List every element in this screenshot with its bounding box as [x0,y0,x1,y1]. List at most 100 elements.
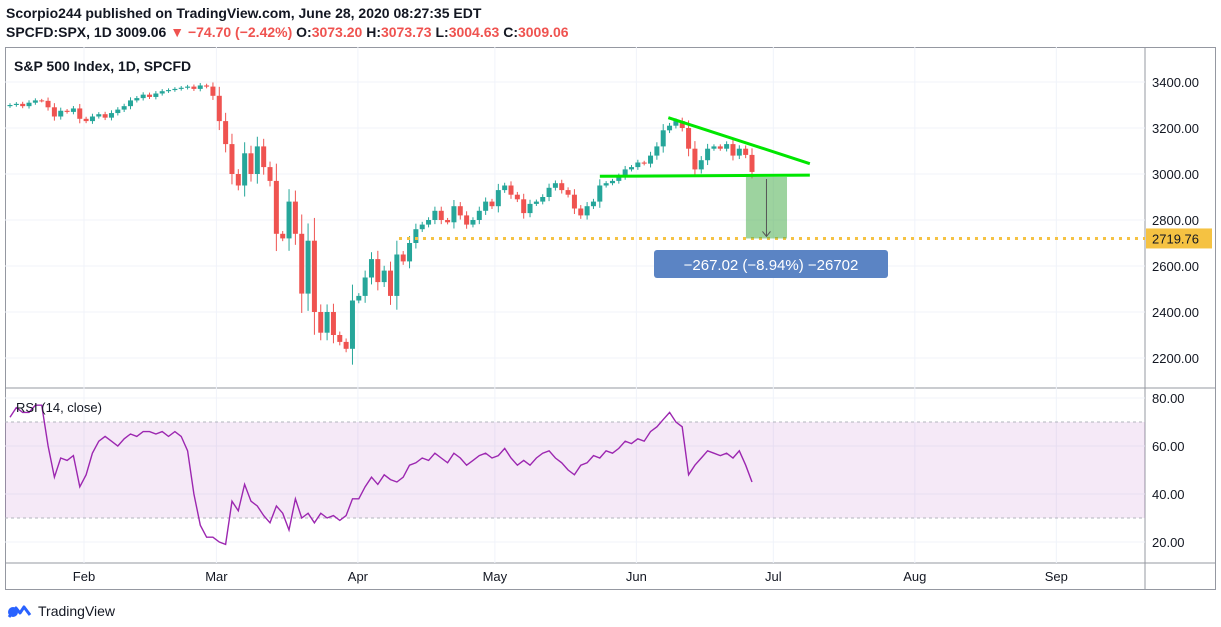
time-tick-label: Mar [205,569,228,584]
price-change: −74.70 (−2.42%) [187,24,293,40]
candle [711,144,717,151]
rsi-line [9,404,753,546]
candle [267,161,273,187]
candle-body [13,103,19,105]
candle-body [102,114,108,118]
time-tick-label: Aug [903,569,926,584]
candle [571,189,577,215]
candle-body [641,162,647,164]
candle [597,179,603,208]
candle [223,112,229,153]
candle [603,181,609,188]
price-tick-label: 3000.00 [1152,167,1199,182]
candle [32,98,38,105]
candle-body [191,86,197,89]
candle [261,138,267,175]
publisher-line: Scorpio244 published on TradingView.com,… [6,5,482,21]
candle-body [584,206,590,216]
chart-frame[interactable] [5,47,1216,590]
candle [159,89,165,96]
candle [413,223,419,249]
candle-body [489,201,495,207]
candle-body [673,121,679,126]
candle [584,202,590,220]
candle [39,98,45,103]
candle [7,103,13,108]
candle-body [432,210,438,220]
candle [210,82,216,100]
candle-body [311,240,317,312]
candle-body [77,108,83,119]
candle-body [305,240,311,294]
candle-body [96,114,102,117]
candle [464,211,470,229]
symbol-quote-line: SPCFD:SPX, 1D 3009.06 ▼ −74.70 (−2.42%) … [6,24,569,40]
candle [394,240,400,310]
candle-body [527,203,533,214]
candle-body [394,254,400,296]
price-tick-label: 2200.00 [1152,351,1199,366]
candle [698,156,704,174]
candle-body [286,201,292,239]
candle [692,141,698,177]
candle [140,92,146,101]
candle [400,251,406,265]
candle-body [521,199,527,214]
candle-body [299,233,305,294]
candle-body [204,85,210,87]
candle [216,86,222,131]
candle [660,124,666,153]
axis-labels: 3400.00 3200.00 3000.00 2800.00 2600.00 2400.… [73,75,1199,584]
candle-body [39,100,45,102]
time-tick-label: Jun [626,569,647,584]
drawings: −267.02 (−8.94%) −26702 2719.76 [398,116,1212,278]
candle-body [115,109,121,114]
candle [134,96,140,103]
candle-body [185,86,191,88]
ohlc-low: L:3004.63 [435,24,500,40]
candle [578,205,584,219]
candle-body [724,144,730,149]
candle-body [426,220,432,225]
candle-body [629,167,635,170]
candle [356,293,362,304]
candle-body [508,185,514,195]
footer-brand[interactable]: TradingView [6,603,115,619]
candle-body [375,259,381,283]
candle-body [32,100,38,103]
candle [248,145,254,182]
candle-body [692,148,698,170]
rsi-pane-label: RSI (14, close) [16,400,102,415]
candle-body [127,100,133,107]
candle [438,206,444,225]
candle-body [578,208,584,216]
candle-body [609,180,615,184]
candle [153,91,159,100]
candle [299,214,305,313]
measure-arrowhead-icon [762,231,771,238]
candle [546,183,552,202]
candle [229,133,235,185]
candle [166,88,172,93]
time-tick-label: May [483,569,508,584]
candle-body [635,162,641,168]
candle-body [388,270,394,296]
time-tick-label: Sep [1045,569,1068,584]
candle [648,151,654,168]
candle [13,102,19,107]
candle-body [438,210,444,220]
candle-body [147,94,153,97]
ohlc-open: O:3073.20 [296,24,363,40]
candle [489,198,495,209]
candle-body [166,90,172,92]
candle-body [514,194,520,200]
upper-trendline [667,116,811,166]
rsi-band-fill [5,422,1145,518]
measure-label-bg [654,250,888,278]
candle [521,193,527,219]
candle-body [622,169,628,177]
candle [280,231,286,242]
candle-body [495,190,501,207]
last-price: 3009.06 [115,24,167,40]
